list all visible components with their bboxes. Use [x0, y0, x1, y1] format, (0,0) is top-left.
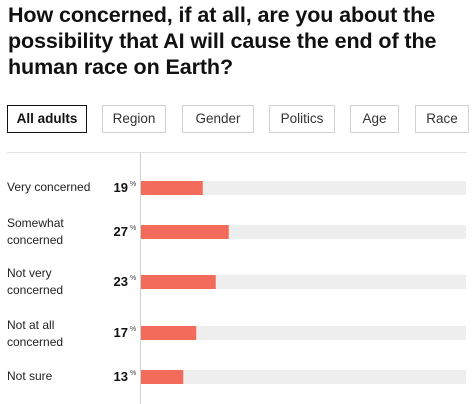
bar-not-very-concerned [141, 275, 216, 289]
tab-age[interactable]: Age [350, 105, 399, 133]
tab-all-adults[interactable]: All adults [7, 105, 87, 133]
value-label-not-sure: 13 [113, 369, 128, 384]
category-label-very-concerned: Very concerned [7, 180, 91, 194]
value-unit-somewhat-concerned: % [130, 225, 137, 232]
tab-politics[interactable]: Politics [269, 105, 335, 133]
bar-not-sure [141, 370, 184, 384]
bar-track-very-concerned [141, 181, 466, 195]
category-label-somewhat-concerned: Somewhat concerned [7, 216, 64, 247]
bar-track-not-sure [141, 370, 466, 384]
filter-tabs: All adults Region Gender Politics Age Ra… [7, 105, 469, 133]
bar-chart-svg [141, 181, 466, 384]
bar-somewhat-concerned [141, 225, 229, 239]
value-unit-not-sure: % [130, 370, 137, 377]
tab-race[interactable]: Race [415, 105, 469, 133]
axis-line [140, 153, 141, 404]
chart-title: How concerned, if at all, are you about … [8, 3, 437, 79]
bar-not-at-all-concerned [141, 326, 197, 340]
bar-track-not-at-all-concerned [141, 326, 466, 340]
value-label-not-at-all-concerned: 17 [113, 325, 128, 340]
value-unit-not-very-concerned: % [130, 275, 137, 282]
divider [7, 152, 467, 153]
bar-track-not-very-concerned [141, 275, 466, 289]
value-label-very-concerned: 19 [113, 180, 128, 195]
value-unit-very-concerned: % [130, 181, 137, 188]
bar-chart: Very concerned 19% Somewhat concerned 27% No… [0, 153, 474, 404]
value-label-somewhat-concerned: 27 [113, 224, 128, 239]
value-unit-not-at-all-concerned: % [130, 326, 137, 333]
category-label-not-at-all-concerned: Not at all concerned [7, 318, 64, 349]
value-label-not-very-concerned: 23 [113, 274, 128, 289]
tab-region[interactable]: Region [102, 105, 166, 133]
bar-very-concerned [141, 181, 203, 195]
tab-gender[interactable]: Gender [182, 105, 254, 133]
category-label-not-sure: Not sure [7, 369, 53, 383]
category-label-not-very-concerned: Not very concerned [7, 266, 64, 297]
